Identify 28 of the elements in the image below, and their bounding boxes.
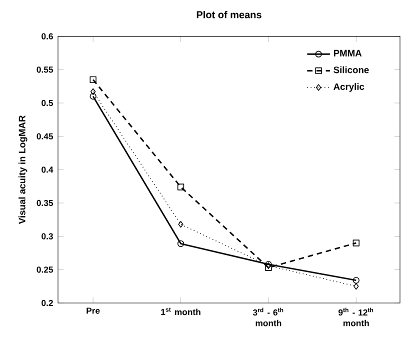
point: [177, 184, 184, 190]
point: [354, 282, 359, 290]
point: [90, 92, 96, 100]
y-tick-label: 0.5: [42, 100, 54, 106]
y-tick-label: 0.35: [36, 200, 54, 206]
legend-label: Acrylic: [334, 83, 364, 92]
x-tick-label: Pre: [86, 308, 100, 314]
category-label: 9$^{th}$ - 12$^{th}$ month: [338, 308, 374, 326]
y-tick-label: 0.2: [42, 300, 53, 306]
point: [90, 88, 96, 95]
legend-label: PMMA: [334, 50, 362, 56]
point: [352, 276, 360, 284]
y-tick-label: 0.25: [36, 266, 54, 273]
legend-label: Silicone: [334, 66, 369, 74]
point: [265, 264, 272, 271]
y-tick-label: 0.4: [42, 166, 54, 173]
point: [352, 240, 360, 246]
y-tick-label: 0.45: [36, 133, 54, 140]
point: [90, 76, 96, 83]
category-label: 3$^{rd}$ - 6$^{th}$ month: [252, 308, 284, 326]
y-axis-title: Visual acuity in LogMAR: [18, 115, 28, 224]
x-tick-label: 1$^{st}$ month: [161, 308, 200, 316]
point: [178, 220, 184, 228]
chart-title: Plot of means: [196, 10, 262, 18]
y-tick-label: 0.55: [36, 66, 54, 73]
point: [177, 240, 184, 247]
y-tick-label: 0.6: [42, 33, 53, 40]
y-tick-label: 0.3: [42, 233, 53, 240]
